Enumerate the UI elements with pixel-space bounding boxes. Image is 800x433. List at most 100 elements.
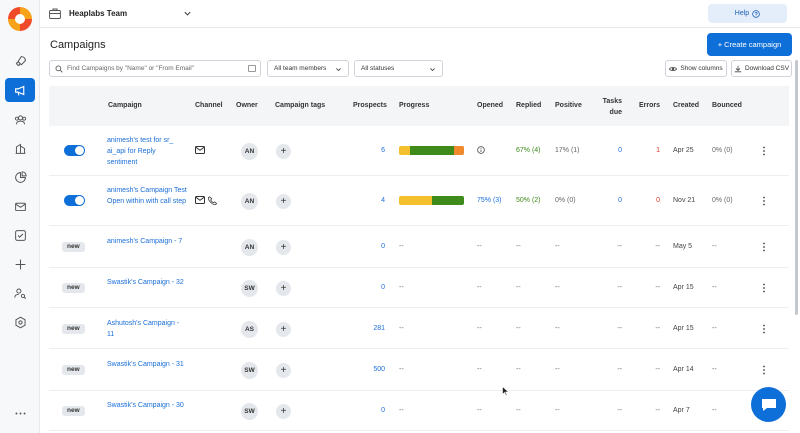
prospects-count[interactable]: 0 — [381, 243, 385, 250]
statuses-select[interactable]: All statuses — [354, 60, 443, 77]
col-channel[interactable]: Channel — [195, 102, 223, 109]
row-menu-icon[interactable] — [762, 242, 766, 252]
help-button[interactable]: Help — [708, 4, 787, 23]
sidebar-item-lead-finder[interactable] — [5, 281, 35, 305]
add-tag-button[interactable]: + — [276, 321, 291, 337]
row-menu-icon[interactable] — [762, 283, 766, 293]
col-prospects[interactable]: Prospects — [353, 102, 387, 109]
campaign-name-link[interactable]: Swastik's Campaign - 30 — [107, 402, 184, 409]
row-menu-icon[interactable] — [762, 146, 766, 156]
app-logo[interactable] — [8, 7, 32, 31]
prospects-count[interactable]: 4 — [381, 197, 385, 204]
col-positive[interactable]: Positive — [555, 102, 582, 109]
chat-button[interactable] — [751, 387, 786, 422]
col-campaign[interactable]: Campaign — [108, 102, 142, 109]
sidebar-item-reports[interactable] — [5, 165, 35, 189]
col-tags[interactable]: Campaign tags — [275, 102, 326, 109]
prospects-count[interactable]: 500 — [373, 366, 385, 373]
search-box[interactable] — [49, 60, 261, 77]
row-menu-icon[interactable] — [762, 324, 766, 334]
new-badge: new — [62, 242, 85, 252]
top-bar: Heaplabs Team Help — [40, 0, 800, 28]
chevron-down-icon[interactable] — [183, 9, 192, 18]
col-opened[interactable]: Opened — [477, 102, 504, 109]
table-row[interactable]: animesh's test for sr_ ai_api for Reply … — [49, 126, 789, 176]
row-menu-icon[interactable] — [762, 365, 766, 375]
add-tag-button[interactable]: + — [276, 363, 291, 378]
col-tasks-due[interactable]: Tasks due — [602, 98, 622, 116]
sidebar-item-more[interactable] — [5, 401, 35, 425]
owner-avatar[interactable]: SW — [241, 362, 258, 379]
campaign-name-link[interactable]: animesh's Campaign Test Open within with… — [107, 186, 187, 205]
sidebar-item-accounts[interactable] — [5, 136, 35, 160]
add-tag-button[interactable]: + — [276, 404, 291, 419]
table-row[interactable]: animesh's Campaign Test Open within with… — [49, 176, 789, 226]
replied-rate: -- — [516, 366, 521, 373]
prospects-count[interactable]: 0 — [381, 407, 385, 414]
team-members-select[interactable]: All team members — [267, 60, 349, 77]
sidebar-item-campaigns[interactable] — [5, 78, 35, 102]
campaign-status-toggle[interactable] — [64, 195, 85, 206]
sidebar-item-rocket[interactable] — [5, 49, 35, 73]
tasks-due-count[interactable]: 0 — [618, 147, 622, 154]
row-menu-icon[interactable] — [762, 196, 766, 206]
replied-rate: -- — [516, 407, 521, 414]
col-errors[interactable]: Errors — [639, 102, 661, 109]
add-tag-button[interactable]: + — [276, 144, 291, 159]
campaign-status-toggle[interactable] — [64, 145, 85, 156]
opened-rate[interactable]: 75% (3) — [477, 197, 502, 204]
owner-avatar[interactable]: AN — [241, 193, 258, 210]
sidebar-item-settings[interactable] — [5, 310, 35, 334]
add-tag-button[interactable]: + — [276, 240, 291, 255]
tasks-due-count[interactable]: 0 — [618, 197, 622, 204]
scrollbar[interactable] — [795, 60, 798, 315]
replied-rate[interactable]: 67% (4) — [516, 147, 541, 154]
campaign-name-link[interactable]: Swastik's Campaign - 32 — [107, 279, 184, 286]
owner-avatar[interactable]: AS — [241, 320, 258, 338]
campaign-name-link[interactable]: animesh's test for sr_ ai_api for Reply … — [107, 136, 174, 166]
replied-rate[interactable]: 50% (2) — [516, 197, 541, 204]
owner-avatar[interactable]: AN — [241, 239, 258, 256]
opened-rate: -- — [477, 284, 482, 291]
owner-avatar[interactable]: SW — [241, 280, 258, 297]
download-csv-button[interactable]: Download CSV — [731, 60, 792, 77]
table-row[interactable]: new Swastik's Campaign - 31 SW +500 -- -- -- --… — [49, 349, 789, 391]
info-icon[interactable] — [477, 146, 485, 156]
show-columns-button[interactable]: Show columns — [665, 60, 727, 77]
prospects-count[interactable]: 281 — [373, 324, 385, 332]
created-date: Apr 25 — [673, 147, 694, 154]
owner-avatar[interactable]: AN — [241, 143, 258, 160]
new-badge: new — [62, 323, 85, 334]
sidebar-item-add[interactable] — [5, 252, 35, 276]
team-selector[interactable]: Heaplabs Team — [69, 9, 128, 18]
col-owner[interactable]: Owner — [236, 102, 258, 109]
owner-avatar[interactable]: SW — [241, 403, 258, 420]
prospects-count[interactable]: 0 — [381, 284, 385, 291]
table-row[interactable]: new animesh's Campaign - 7 AN +0 -- -- -- -- -- -… — [49, 226, 789, 268]
table-row[interactable]: new Swastik's Campaign - 30 SW +0 -- -- -- -- --… — [49, 391, 789, 431]
checkbox-icon — [14, 229, 26, 241]
errors-count[interactable]: 0 — [656, 197, 660, 204]
sidebar-item-tasks[interactable] — [5, 223, 35, 247]
campaign-name-link[interactable]: animesh's Campaign - 7 — [107, 238, 183, 245]
table-row[interactable]: new Swastik's Campaign - 32 SW +0 -- -- -- -- --… — [49, 268, 789, 308]
col-replied[interactable]: Replied — [516, 102, 542, 109]
prospects-count[interactable]: 6 — [381, 147, 385, 154]
add-tag-button[interactable]: + — [276, 281, 291, 296]
col-created[interactable]: Created — [673, 102, 700, 109]
table-row[interactable]: new Ashutosh's Campaign - 11 AS +281 -- -- -- -… — [49, 308, 789, 349]
errors-count[interactable]: 1 — [656, 147, 660, 154]
col-progress[interactable]: Progress — [399, 102, 430, 109]
sidebar-item-prospects[interactable] — [5, 107, 35, 131]
sidebar-item-inbox[interactable] — [5, 194, 35, 218]
positive-rate: -- — [555, 366, 560, 373]
created-date: Apr 7 — [673, 407, 690, 414]
search-input[interactable] — [67, 65, 247, 72]
col-bounced[interactable]: Bounced — [712, 102, 742, 109]
add-tag-button[interactable]: + — [276, 194, 291, 209]
eye-icon — [669, 66, 678, 71]
campaign-name-link[interactable]: Swastik's Campaign - 31 — [107, 361, 184, 368]
campaign-name-link[interactable]: Ashutosh's Campaign - 11 — [107, 319, 180, 338]
create-campaign-button[interactable]: + Create campaign — [707, 33, 792, 56]
